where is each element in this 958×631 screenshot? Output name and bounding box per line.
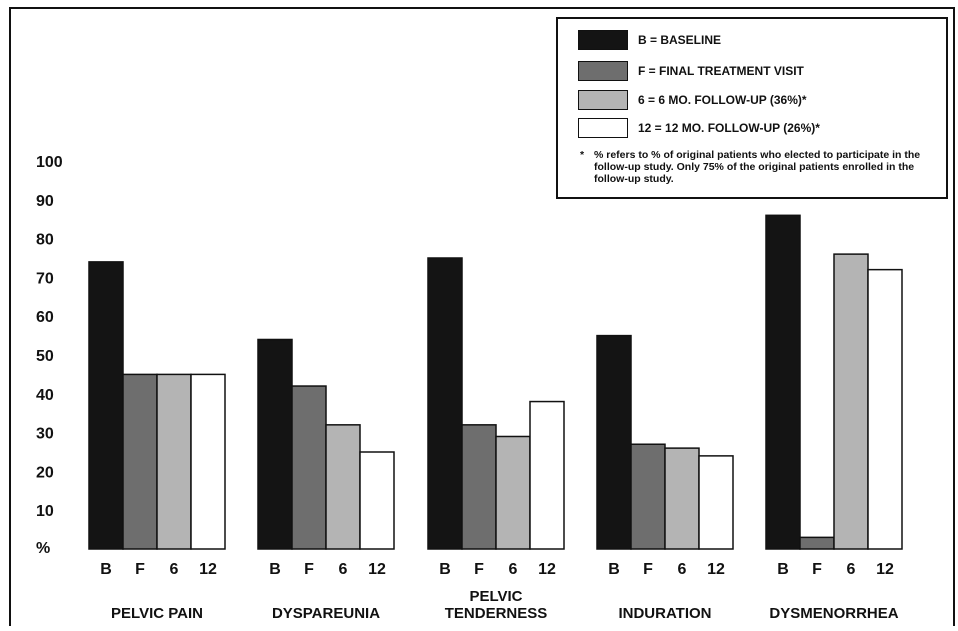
y-tick-label: 100	[36, 154, 63, 171]
bar-12-2	[529, 400, 565, 550]
y-axis: 10 20 30 40 50 60 70 80 90 100%	[36, 154, 63, 557]
bar-label: B	[269, 561, 281, 578]
y-tick-label: 60	[36, 309, 54, 326]
bar-F-4	[799, 536, 835, 550]
y-tick-label: 40	[36, 387, 54, 404]
bar-label: 6	[509, 561, 518, 578]
category-label: DYSMENORRHEA	[769, 605, 898, 622]
bar-12-3	[698, 455, 734, 550]
category-label: PELVIC PAIN	[111, 605, 203, 622]
legend-label-baseline: B = BASELINE	[638, 33, 722, 47]
bar-label: B	[439, 561, 451, 578]
bar-B-4	[765, 214, 801, 550]
bar-label: 12	[876, 561, 894, 578]
y-tick-label: 90	[36, 193, 54, 210]
legend: B = BASELINE F = FINAL TREATMENT VISIT 6…	[556, 17, 948, 199]
bar-label: F	[643, 561, 653, 578]
bar-label: B	[777, 561, 789, 578]
bar-label: 12	[538, 561, 556, 578]
bar-6-3	[664, 447, 700, 550]
y-tick-label: 80	[36, 232, 54, 249]
y-axis-label: %	[36, 540, 50, 557]
bar-F-1	[291, 385, 327, 550]
bar-label: F	[812, 561, 822, 578]
bar-6-2	[495, 435, 531, 550]
bar-label: B	[608, 561, 620, 578]
bar-F-3	[630, 443, 666, 550]
legend-item-12mo: 12 = 12 MO. FOLLOW-UP (26%)*	[578, 117, 820, 139]
bars-layer	[88, 214, 903, 550]
bar-6-4	[833, 253, 869, 550]
bar-B-3	[596, 334, 632, 550]
bar-F-2	[461, 424, 497, 550]
category-label: PELVIC	[469, 588, 522, 605]
bar-label: F	[304, 561, 314, 578]
bar-F-0	[122, 373, 158, 550]
bar-6-0	[156, 373, 192, 550]
bar-label: B	[100, 561, 112, 578]
category-label: INDURATION	[618, 605, 711, 622]
bar-label: 6	[678, 561, 687, 578]
legend-label-6mo: 6 = 6 MO. FOLLOW-UP (36%)*	[638, 93, 807, 107]
bar-label: 6	[847, 561, 856, 578]
bar-label: F	[135, 561, 145, 578]
bar-12-1	[359, 451, 395, 550]
footnote-text: % refers to % of original patients who e…	[594, 149, 921, 185]
legend-label-12mo: 12 = 12 MO. FOLLOW-UP (26%)*	[638, 121, 820, 135]
bar-labels-layer: B F 6 12 B F 6 12 B F 6 12 B F 6 12 B F 6 12	[100, 561, 894, 578]
bar-B-0	[88, 261, 124, 550]
y-tick-label: 50	[36, 348, 54, 365]
y-tick-label: 20	[36, 464, 54, 481]
y-tick-label: 30	[36, 426, 54, 443]
bar-label: 12	[368, 561, 386, 578]
legend-swatch-final	[578, 61, 628, 81]
bar-B-2	[427, 257, 463, 550]
bar-6-1	[325, 424, 361, 550]
legend-swatch-baseline	[578, 30, 628, 50]
bar-label: 6	[339, 561, 348, 578]
legend-footnote: * % refers to % of original patients who…	[580, 149, 930, 185]
y-tick-label: 70	[36, 270, 54, 287]
legend-item-final: F = FINAL TREATMENT VISIT	[578, 60, 804, 82]
legend-item-baseline: B = BASELINE	[578, 29, 721, 51]
bar-label: 12	[199, 561, 217, 578]
bar-B-1	[257, 338, 293, 550]
category-label: TENDERNESS	[445, 605, 548, 622]
category-label: DYSPAREUNIA	[272, 605, 380, 622]
legend-swatch-6mo	[578, 90, 628, 110]
bar-label: F	[474, 561, 484, 578]
legend-item-6mo: 6 = 6 MO. FOLLOW-UP (36%)*	[578, 89, 807, 111]
legend-swatch-12mo	[578, 118, 628, 138]
bar-12-4	[867, 268, 903, 550]
bar-label: 12	[707, 561, 725, 578]
chart-frame	[9, 7, 955, 631]
bar-label: 6	[170, 561, 179, 578]
footnote-marker: *	[580, 149, 585, 161]
y-tick-label: 10	[36, 503, 54, 520]
bar-12-0	[190, 373, 226, 550]
legend-label-final: F = FINAL TREATMENT VISIT	[638, 64, 804, 78]
